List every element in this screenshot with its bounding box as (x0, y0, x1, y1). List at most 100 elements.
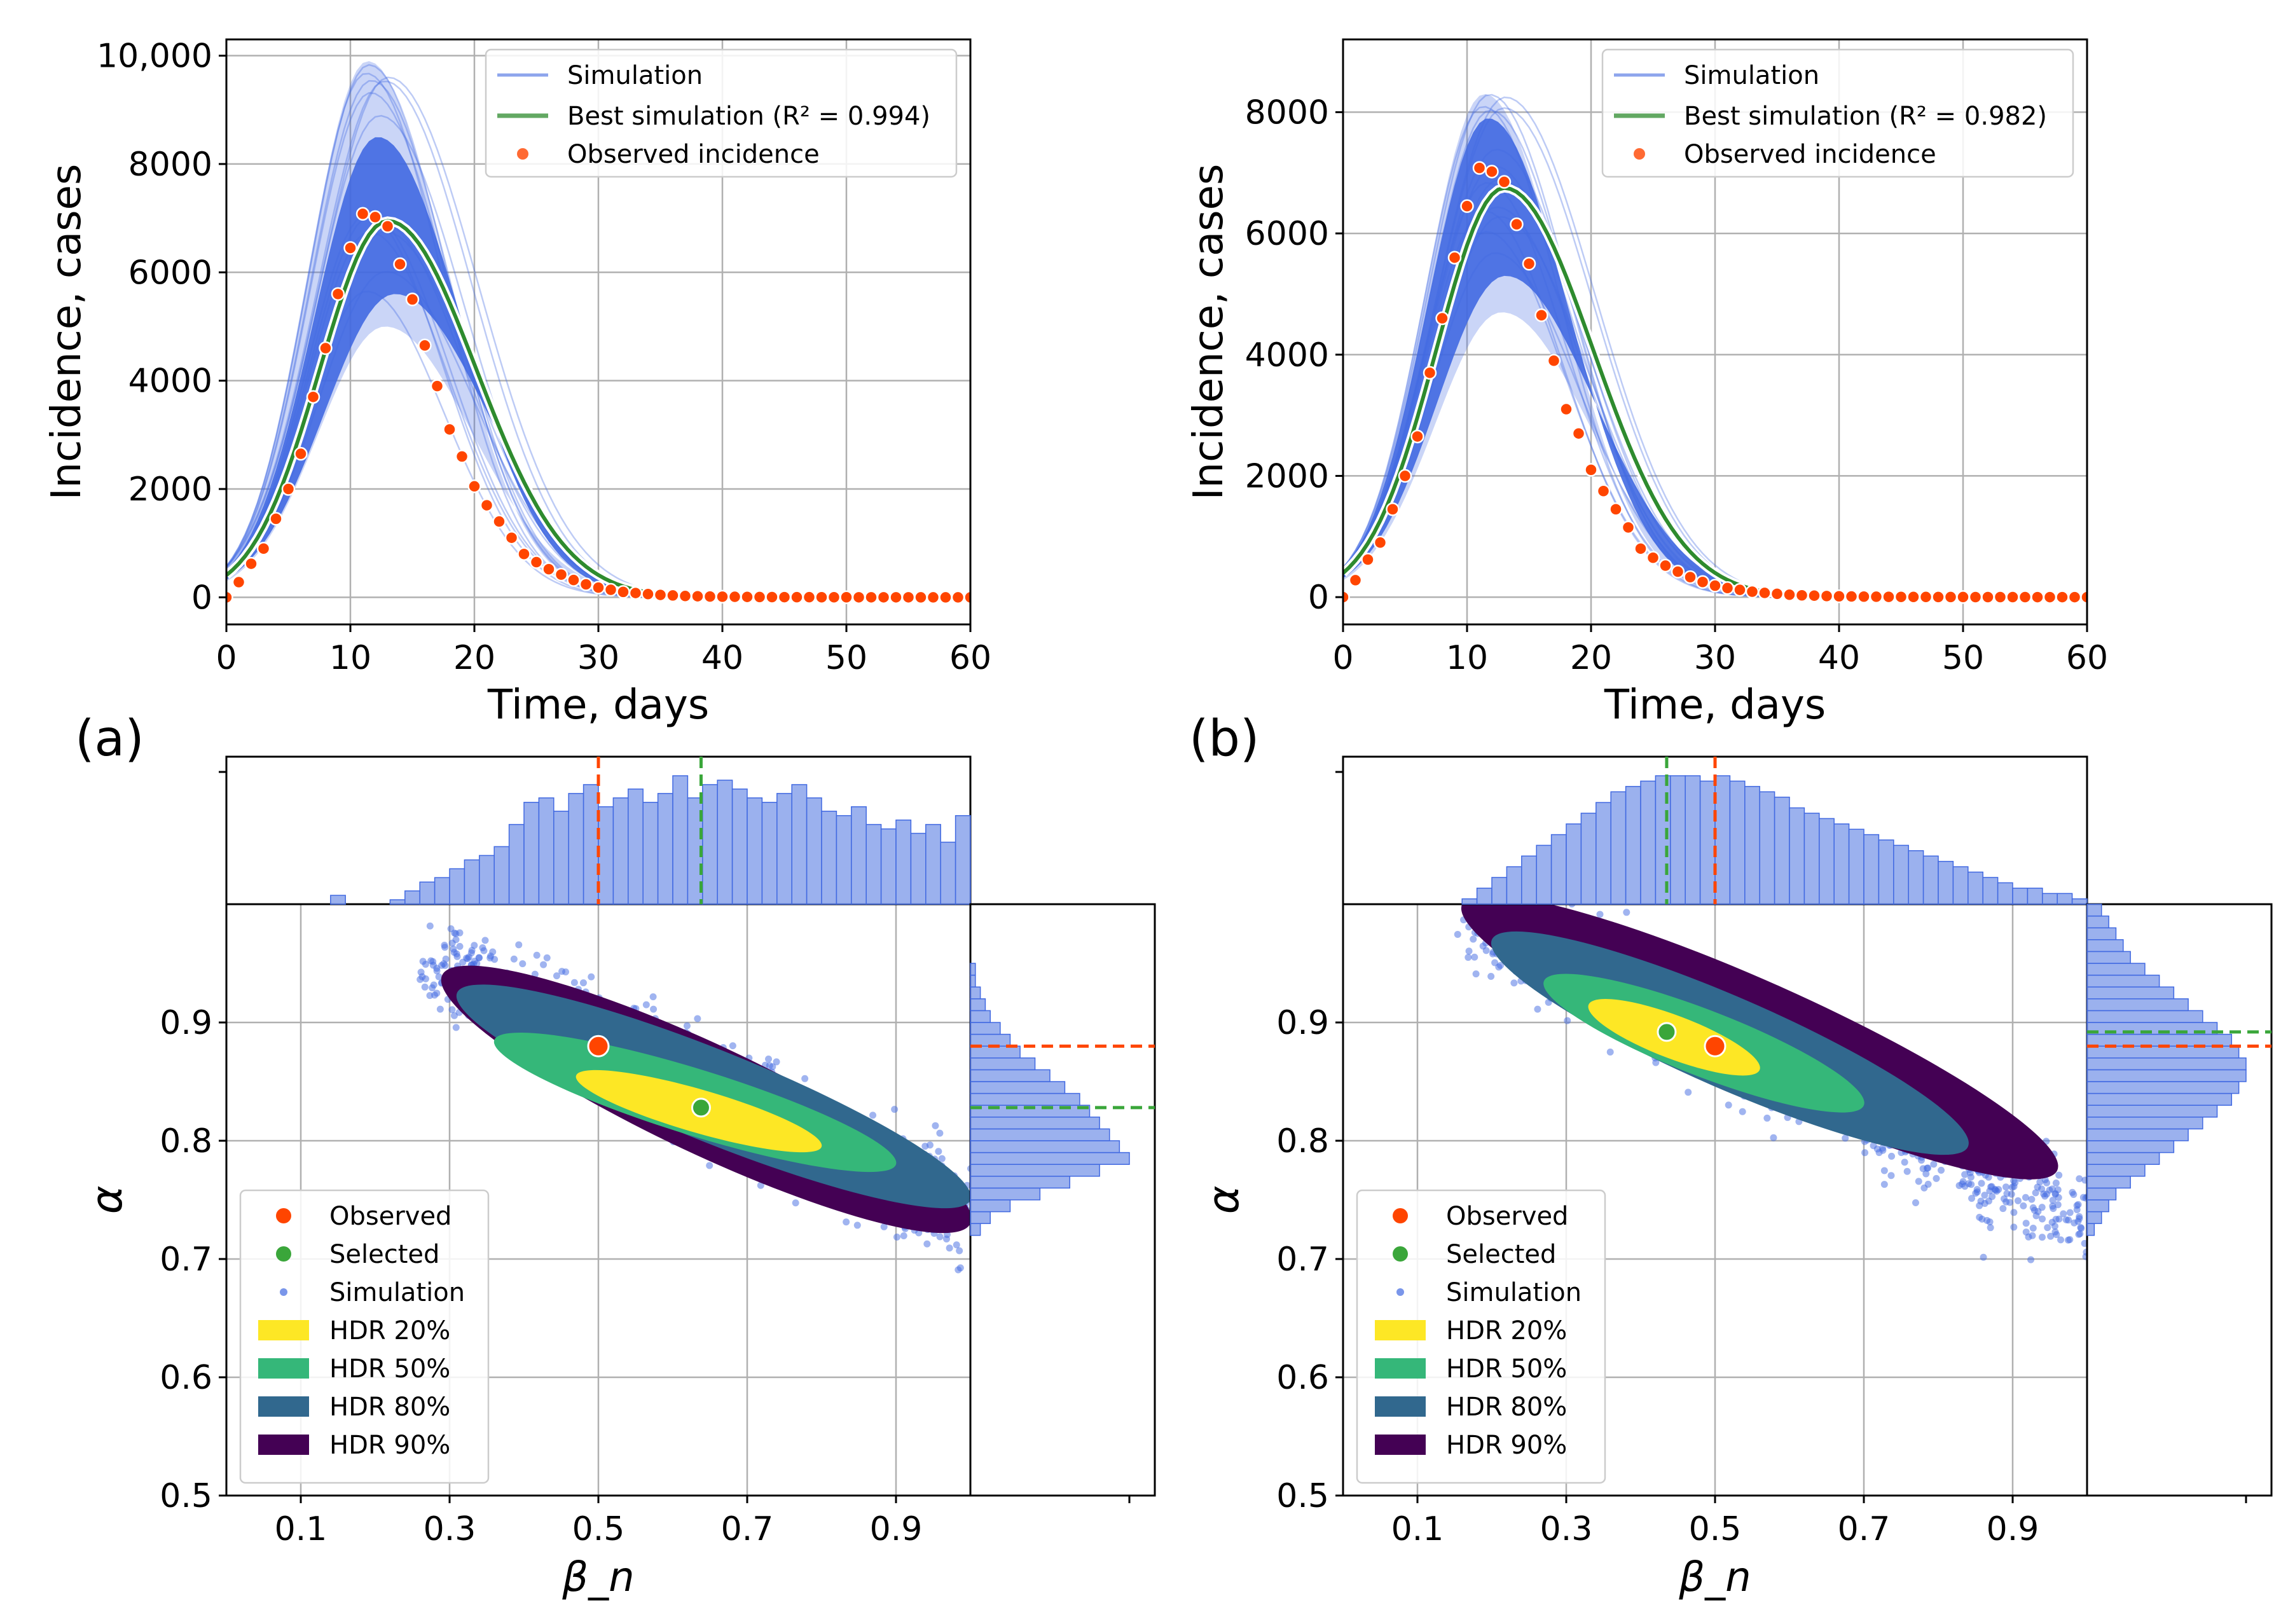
hist-bar-alpha (2086, 1069, 2247, 1082)
y-tick-label: 8000 (128, 146, 212, 184)
hist-bar-alpha (2086, 1117, 2203, 1130)
simulation-point (936, 1129, 944, 1137)
legend-swatch (1393, 1246, 1408, 1262)
observed-point (1857, 589, 1871, 603)
observed-point (1361, 553, 1375, 567)
observed-point (244, 556, 258, 571)
observed-point (1745, 584, 1760, 599)
observed-point (1547, 354, 1561, 368)
simulation-point (1981, 1200, 1988, 1208)
observed-point (777, 590, 792, 604)
simulation-point (1465, 954, 1472, 961)
hist-bar-alpha (2086, 1057, 2247, 1071)
hist-bar-beta (1595, 802, 1611, 905)
hist-bar-beta (479, 855, 495, 905)
simulation-point (893, 1233, 900, 1241)
observed-point (467, 479, 481, 493)
observed-point (1485, 165, 1499, 179)
x-axis-label: Time, days (1604, 682, 1826, 729)
simulation-point (491, 956, 499, 963)
observed-point (256, 541, 271, 556)
simulation-point (588, 973, 595, 981)
observed-point (393, 257, 407, 272)
x-tick-label: 0.9 (1987, 1510, 2039, 1548)
y-tick-label: 0.8 (1276, 1122, 1329, 1160)
hist-bar-beta (1863, 834, 1880, 905)
x-tick-label: 40 (701, 639, 743, 677)
simulation-point (956, 1247, 963, 1255)
observed-point (1435, 311, 1449, 326)
observed-point (542, 562, 556, 576)
simulation-point (2030, 1206, 2038, 1214)
observed-point (1373, 535, 1388, 550)
simulation-point (2022, 1220, 2030, 1227)
hist-bar-beta (925, 823, 941, 905)
observed-point (1704, 1035, 1726, 1057)
observed-point (591, 581, 605, 595)
hist-bar-alpha (2086, 1164, 2146, 1177)
simulation-point (2010, 1223, 2018, 1231)
simulation-point (2010, 1183, 2018, 1190)
observed-point (294, 446, 308, 461)
simulation-point (2066, 1209, 2074, 1216)
incidence-chart-b-top: 0 10 20 30 40 50 60 0 2000 4000 6000 8000 Time, days… (1185, 38, 2108, 729)
observed-point (1423, 366, 1437, 380)
observed-point (1906, 590, 1920, 604)
hist-bar-alpha (2086, 998, 2189, 1012)
legend-swatch (1396, 1288, 1404, 1296)
simulation-point (853, 1221, 861, 1229)
observed-point (1534, 308, 1548, 322)
x-tick-label: 60 (949, 639, 991, 677)
hist-bar-alpha (970, 1010, 991, 1023)
simulation-point (1472, 970, 1480, 978)
hist-bar-alpha (2086, 927, 2117, 940)
simulation-point (1961, 1183, 1969, 1190)
simulation-point (464, 955, 471, 963)
hist-bar-beta (1685, 775, 1701, 905)
x-tick-label: 0.7 (721, 1510, 774, 1548)
simulation-point (459, 958, 467, 966)
simulation-point (1915, 1178, 1922, 1185)
y-axis-label: Incidence, cases (43, 164, 90, 500)
observed-point (1447, 251, 1462, 265)
simulation-point (2038, 1234, 2046, 1241)
simulation-point (2079, 1194, 2087, 1201)
hist-bar-beta (2071, 898, 2088, 905)
observed-point (653, 588, 668, 602)
hist-bar-beta (1610, 791, 1627, 905)
observed-point (2080, 590, 2087, 604)
hist-bar-beta (642, 802, 659, 905)
simulation-point (926, 1141, 934, 1149)
hist-bar-alpha (2086, 1104, 2218, 1118)
observed-point (1596, 484, 1611, 499)
observed-point (1497, 175, 1512, 189)
simulation-point (938, 1155, 946, 1162)
simulation-band-core (1343, 118, 2087, 598)
simulation-point (955, 1266, 962, 1274)
observed-point (1348, 573, 1363, 588)
simulation-point (456, 942, 464, 950)
legend-observed-swatch (1634, 148, 1645, 160)
x-tick-label: 50 (825, 639, 867, 677)
simulation-point (946, 1244, 953, 1252)
hist-bar-alpha (970, 1187, 1041, 1201)
simulation-point (1924, 1180, 1932, 1188)
legend-label: Simulation (329, 1278, 465, 1307)
observed-point (443, 422, 457, 437)
observed-point (939, 590, 953, 605)
simulation-point (2014, 1197, 2022, 1204)
simulation-point (426, 922, 434, 930)
observed-point (1646, 551, 1660, 565)
observed-point (864, 590, 878, 605)
hist-bar-beta (493, 846, 510, 905)
simulation-point (1623, 909, 1630, 916)
x-tick-label: 10 (329, 639, 371, 677)
hist-bar-beta (1566, 823, 1582, 905)
simulation-point (1606, 1048, 1614, 1056)
simulation-point (1510, 979, 1518, 987)
simulation-point (1981, 1192, 1988, 1199)
observed-point (380, 219, 395, 233)
observed-point (1584, 463, 1598, 477)
hist-bar-beta (1952, 866, 1969, 905)
simulation-point (1471, 953, 1478, 961)
